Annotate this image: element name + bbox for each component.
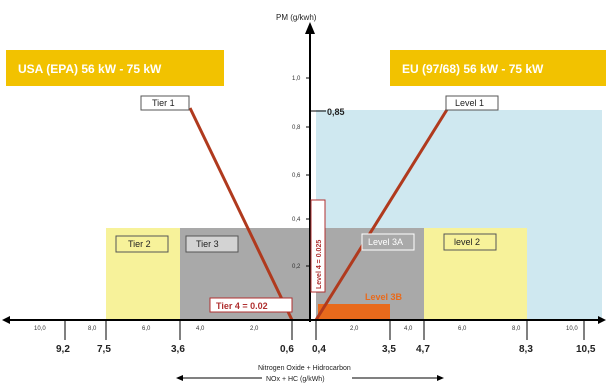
x-small-right-2: 2,0 (350, 326, 359, 332)
value-085-label: 0,85 (327, 107, 345, 117)
usa-banner-text: USA (EPA) 56 kW - 75 kW (18, 62, 162, 76)
y-tick-1-0: 1,0 (292, 76, 301, 82)
x-major-0-6: 0,6 (280, 344, 294, 355)
x-major-0-4: 0,4 (312, 344, 326, 355)
usa-banner (6, 50, 224, 86)
level4-label-box (310, 199, 326, 293)
level1-label-box (445, 95, 499, 111)
y-axis-ticks: 1,0 0,8 0,6 0,4 0,2 (292, 76, 310, 270)
x-small-left-4: 4,0 (196, 326, 205, 332)
caption-arrow-left (176, 375, 183, 381)
tier3-label: Tier 3 (196, 239, 219, 249)
x-small-right-6: 6,0 (458, 326, 467, 332)
level3b-region (318, 304, 390, 320)
x-major-8-3: 8,3 (519, 344, 533, 355)
level2-label-box (443, 233, 497, 251)
x-small-right-4: 4,0 (404, 326, 413, 332)
tier1-label: Tier 1 (152, 98, 175, 108)
eu-banner (390, 50, 606, 86)
x-axis-arrow-right (598, 316, 606, 324)
level2-label: level 2 (454, 237, 480, 247)
y-tick-0-2: 0,2 (292, 264, 301, 270)
eu-banner-text: EU (97/68) 56 kW - 75 kW (402, 62, 544, 76)
tier4-label: Tier 4 = 0.02 (216, 301, 268, 311)
caption-line2-bg (262, 373, 352, 383)
x-major-9-2: 9,2 (56, 344, 70, 355)
y-tick-0-4: 0,4 (292, 217, 301, 223)
y-tick-0-6: 0,6 (292, 173, 301, 179)
x-major-7-5: 7,5 (97, 344, 111, 355)
x-small-right-10: 10,0 (566, 326, 578, 332)
tier3-label-box (185, 235, 239, 253)
level3b-label: Level 3B (365, 292, 403, 302)
y-axis-title: PM (g/kwh) (276, 13, 317, 22)
y-axis-arrow (305, 22, 315, 34)
x-small-right-8: 8,0 (512, 326, 521, 332)
x-axis-arrow-left (2, 316, 10, 324)
level3a-label-box (361, 233, 415, 251)
x-axis-caption-line2: NOx + HC (g/kWh) (266, 376, 325, 383)
x-major-4-7: 4,7 (416, 344, 430, 355)
x-major-3-6: 3,6 (171, 344, 185, 355)
tier2-label: Tier 2 (128, 239, 151, 249)
tier4-label-box (209, 297, 293, 313)
x-axis-major-ticks: 9,2 7,5 3,6 0,6 0,4 3,5 4,7 8,3 10,5 (56, 320, 596, 355)
x-axis-small-ticks: 10,0 8,0 6,0 4,0 2,0 2,0 4,0 6,0 8,0 10,… (34, 326, 578, 332)
level3a-label: Level 3A (368, 237, 403, 247)
x-small-left-6: 6,0 (142, 326, 151, 332)
x-axis-caption-line1: Nitrogen Oxide + Hidrocarbon (258, 365, 351, 372)
x-major-10-5: 10,5 (576, 344, 596, 355)
level4-label: Level 4 = 0.025 (316, 240, 323, 289)
x-small-left-10: 10,0 (34, 326, 46, 332)
tier1-line-left (188, 107, 294, 321)
level1-label: Level 1 (455, 98, 484, 108)
x-major-3-5: 3,5 (382, 344, 396, 355)
caption-arrow-right (437, 375, 444, 381)
x-small-left-2: 2,0 (250, 326, 259, 332)
tier2-label-box (115, 235, 169, 253)
y-tick-0-8: 0,8 (292, 125, 301, 131)
x-small-left-8: 8,0 (88, 326, 97, 332)
level1-line (314, 107, 450, 321)
tier1-label-box (140, 95, 190, 111)
